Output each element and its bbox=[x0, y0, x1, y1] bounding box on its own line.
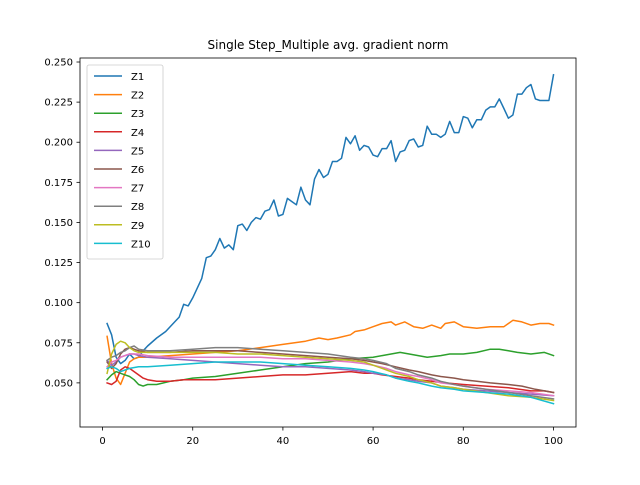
legend-label-z8: Z8 bbox=[131, 202, 144, 213]
series-line-z10 bbox=[106, 361, 555, 405]
y-tick-label: 0.200 bbox=[44, 138, 73, 149]
chart-title: Single Step_Multiple avg. gradient norm bbox=[208, 38, 449, 52]
y-tick-label: 0.125 bbox=[44, 258, 73, 269]
x-tick-label: 100 bbox=[544, 436, 563, 447]
legend-label-z5: Z5 bbox=[131, 146, 144, 157]
plot-lines bbox=[106, 73, 555, 405]
y-tick-label: 0.075 bbox=[44, 338, 73, 349]
y-tick-label: 0.175 bbox=[44, 178, 73, 189]
series-line-z1 bbox=[106, 73, 555, 365]
x-tick-label: 40 bbox=[277, 436, 290, 447]
legend-label-z2: Z2 bbox=[131, 91, 144, 102]
legend-label-z7: Z7 bbox=[131, 184, 144, 195]
legend-label-z10: Z10 bbox=[131, 239, 151, 250]
x-tick-label: 80 bbox=[457, 436, 470, 447]
series-line-z3 bbox=[106, 348, 555, 387]
plot-frame bbox=[79, 57, 577, 428]
x-tick-label: 20 bbox=[186, 436, 199, 447]
y-tick-label: 0.250 bbox=[44, 58, 73, 69]
legend-label-z9: Z9 bbox=[131, 221, 144, 232]
y-tick-label: 0.225 bbox=[44, 98, 73, 109]
series-line-z9 bbox=[106, 340, 555, 402]
legend-label-z1: Z1 bbox=[131, 72, 144, 83]
legend-label-z3: Z3 bbox=[131, 109, 144, 120]
y-tick-label: 0.150 bbox=[44, 218, 73, 229]
y-tick-label: 0.050 bbox=[44, 378, 73, 389]
legend-label-z6: Z6 bbox=[131, 165, 144, 176]
y-tick-label: 0.100 bbox=[44, 298, 73, 309]
legend-label-z4: Z4 bbox=[131, 128, 144, 139]
x-tick-label: 60 bbox=[367, 436, 380, 447]
legend: Z1 Z2 Z3 Z4 Z5 Z6 Z7 Z8 Z9 Z10 bbox=[86, 64, 164, 260]
axes: 0 20 40 60 80 100 0.050 0.075 0.100 0.125 0.150 0.1… bbox=[44, 57, 577, 447]
series-line-z2 bbox=[106, 319, 555, 386]
x-tick-label: 0 bbox=[99, 436, 105, 447]
